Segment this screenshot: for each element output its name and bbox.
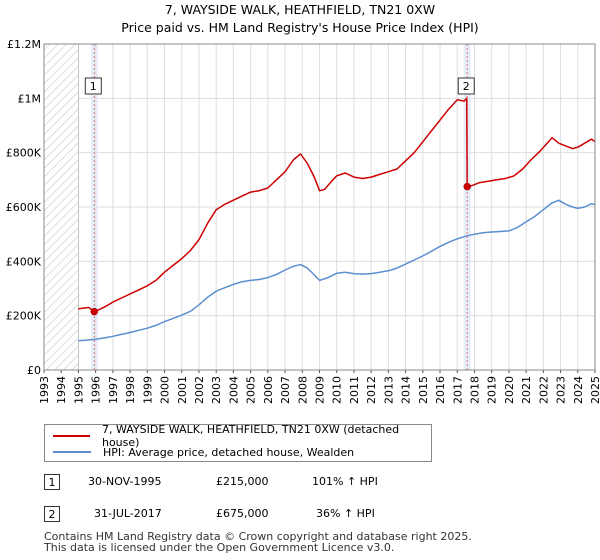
legend-swatch-hpi (53, 451, 91, 453)
sale-band (90, 44, 98, 370)
x-tick-label: 1996 (90, 376, 103, 404)
x-tick-label: 2003 (210, 376, 223, 404)
x-tick-label: 1994 (55, 376, 68, 404)
sale-marker-box (457, 77, 475, 95)
legend: 7, WAYSIDE WALK, HEATHFIELD, TN21 0XW (d… (44, 423, 432, 462)
x-tick-label: 2007 (279, 376, 292, 404)
sale-marker-1: 1 (44, 474, 60, 490)
legend-label-property: 7, WAYSIDE WALK, HEATHFIELD, TN21 0XW (d… (101, 423, 400, 449)
y-tick-label: £1M (18, 92, 42, 105)
x-tick-label: 1997 (107, 376, 120, 404)
pre-record-hatch (43, 43, 79, 371)
sale-marker-label: 2 (463, 80, 470, 93)
sale-marker-label: 1 (90, 80, 97, 93)
sale-date: 31-JUL-2017 (94, 507, 162, 520)
legend-swatch-property (53, 435, 90, 437)
sale-date: 30-NOV-1995 (88, 475, 162, 488)
x-tick-label: 2024 (572, 376, 585, 404)
x-tick-label: 2017 (451, 376, 464, 404)
legend-label-hpi: HPI: Average price, detached house, Weal… (103, 445, 355, 459)
plot-frame (43, 43, 596, 371)
x-tick-label: 2012 (365, 376, 378, 404)
x-tick-label: 2025 (589, 376, 600, 404)
x-tick-label: 2013 (382, 376, 395, 404)
x-tick-label: 2008 (296, 376, 309, 404)
price-chart: £0 £200K £400K £600K £800K £1M £1.2M 1993 1994 19… (6, 38, 600, 404)
sale-row-2: 2 31-JUL-2017 £675,000 36% ↑ HPI (44, 506, 524, 524)
series-line (78, 97, 596, 313)
x-tick-label: 2004 (227, 376, 240, 404)
x-tick-label: 2014 (400, 376, 413, 404)
sale-price: £675,000 (216, 507, 269, 520)
sale-hpi: 36% ↑ HPI (316, 507, 375, 520)
chart-title: 7, WAYSIDE WALK, HEATHFIELD, TN21 0XW (164, 2, 436, 17)
x-tick-label: 2016 (434, 376, 447, 404)
series-line (78, 199, 596, 342)
y-tick-label: £0 (27, 364, 41, 377)
x-tick-label: 2009 (314, 376, 327, 404)
sale-marker-2: 2 (44, 506, 60, 522)
sale-band (463, 44, 471, 370)
x-tick-label: 2005 (245, 376, 258, 404)
sale-row-1: 1 30-NOV-1995 £215,000 101% ↑ HPI (44, 474, 524, 492)
chart-subtitle: Price paid vs. HM Land Registry's House … (121, 20, 479, 35)
y-tick-label: £1.2M (7, 38, 41, 51)
sale-price: £215,000 (216, 475, 269, 488)
legend-item-property: 7, WAYSIDE WALK, HEATHFIELD, TN21 0XW (d… (53, 423, 431, 449)
x-tick-label: 2002 (193, 376, 206, 404)
y-tick-label: £800K (6, 147, 42, 160)
sale-point (90, 307, 99, 316)
x-tick-label: 2018 (468, 376, 481, 404)
legend-item-hpi: HPI: Average price, detached house, Weal… (53, 444, 354, 460)
x-tick-label: 2023 (555, 376, 568, 404)
x-tick-label: 2015 (417, 376, 430, 404)
sale-marker-box (84, 77, 102, 95)
x-tick-label: 1995 (72, 376, 85, 404)
x-tick-label: 2022 (537, 376, 550, 404)
x-tick-label: 2006 (262, 376, 275, 404)
x-tick-label: 2000 (159, 376, 172, 404)
x-tick-label: 2001 (176, 376, 189, 404)
x-tick-label: 1998 (124, 376, 137, 404)
y-tick-label: £600K (6, 201, 42, 214)
footer-licence: This data is licensed under the Open Gov… (44, 541, 395, 554)
footer-copyright: Contains HM Land Registry data © Crown c… (44, 530, 472, 543)
x-tick-label: 1993 (38, 376, 51, 404)
x-tick-label: 2021 (520, 376, 533, 404)
x-tick-label: 2019 (486, 376, 499, 404)
x-tick-label: 2011 (348, 376, 361, 404)
y-tick-label: £200K (6, 310, 42, 323)
sale-hpi: 101% ↑ HPI (312, 475, 378, 488)
sale-point (463, 182, 471, 191)
x-tick-label: 2010 (331, 376, 344, 404)
x-tick-label: 2020 (503, 376, 516, 404)
x-tick-label: 1999 (141, 376, 154, 404)
y-tick-label: £400K (6, 255, 42, 268)
